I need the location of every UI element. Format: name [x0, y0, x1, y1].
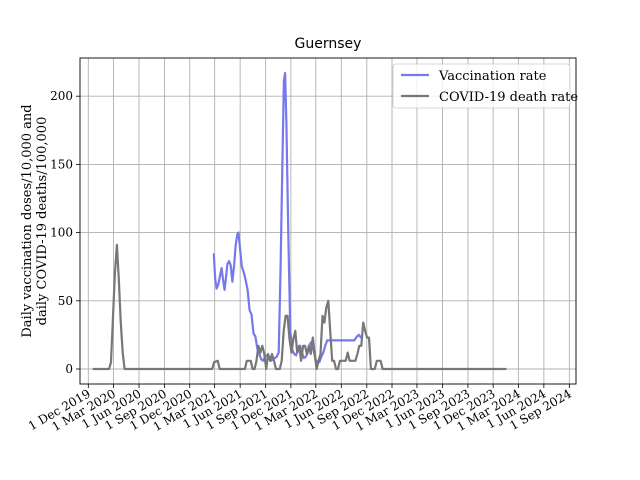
- y-tick-label: 50: [58, 294, 73, 308]
- y-axis-label-line-1: Daily vaccination doses/10,000 and: [20, 104, 35, 337]
- legend-label-death-rate: COVID-19 death rate: [439, 90, 578, 105]
- y-axis: 0 50 100 150 200: [50, 89, 80, 376]
- y-axis-label-line-2: daily COVID-19 deaths/100,000: [35, 117, 50, 326]
- y-tick-label: 200: [50, 89, 73, 103]
- y-tick-label: 0: [65, 362, 73, 376]
- y-axis-label: Daily vaccination doses/10,000 and daily…: [20, 104, 50, 337]
- y-tick-label: 150: [50, 157, 73, 171]
- y-tick-label: 100: [50, 226, 73, 240]
- plot-frame: [79, 57, 577, 385]
- series-line-death-rate: [92, 243, 507, 371]
- legend-label-vaccination: Vaccination rate: [438, 69, 547, 84]
- legend: Vaccination rate COVID-19 death rate: [392, 63, 578, 109]
- legend-box: [392, 63, 571, 109]
- series-lines: [92, 71, 507, 371]
- series-line-vaccination-rate: [212, 71, 363, 364]
- chart-title: Guernsey: [295, 36, 362, 52]
